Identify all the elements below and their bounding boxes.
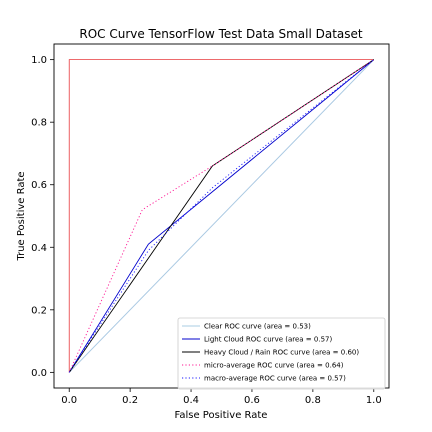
x-tick-label: 0.2 (122, 395, 138, 406)
legend-label: Light Cloud ROC curve (area = 0.57) (204, 336, 332, 344)
y-tick-label: 0.0 (31, 368, 47, 379)
x-tick-label: 0.6 (244, 395, 260, 406)
series-line-2 (68, 59, 375, 373)
legend-label: Heavy Cloud / Rain ROC curve (area = 0.6… (204, 349, 359, 357)
x-tick-label: 0.0 (61, 395, 77, 406)
y-tick-label: 0.8 (31, 118, 47, 129)
y-tick-label: 0.4 (31, 243, 47, 254)
y-tick-label: 0.2 (31, 305, 47, 316)
y-axis-label: True Positive Rate (16, 171, 27, 261)
legend-label: macro-average ROC curve (area = 0.57) (204, 375, 346, 383)
series-line-3 (68, 59, 375, 373)
y-tick-label: 1.0 (31, 55, 47, 66)
x-tick-label: 0.4 (183, 395, 199, 406)
legend: Clear ROC curve (area = 0.53) Light Cloud… (177, 317, 386, 390)
legend-label: micro-average ROC curve (area = 0.64) (204, 362, 344, 370)
reference-line-0 (68, 59, 374, 373)
series-line-1 (68, 59, 375, 373)
x-tick-label: 1.0 (366, 395, 382, 406)
y-tick-label: 0.6 (31, 180, 47, 191)
legend-label: Clear ROC curve (area = 0.53) (204, 323, 311, 331)
x-tick-label: 0.8 (305, 395, 321, 406)
series-line-0 (68, 59, 375, 373)
legend-box (177, 317, 386, 390)
chart-title: ROC Curve TensorFlow Test Data Small Dat… (79, 27, 363, 41)
x-axis-label: False Positive Rate (175, 410, 268, 421)
plot-area: 0.0 0.2 0.4 0.6 0.8 1.0 0.0 0.2 0.4 0.6 0.8 1.0 Clea… (31, 43, 390, 406)
